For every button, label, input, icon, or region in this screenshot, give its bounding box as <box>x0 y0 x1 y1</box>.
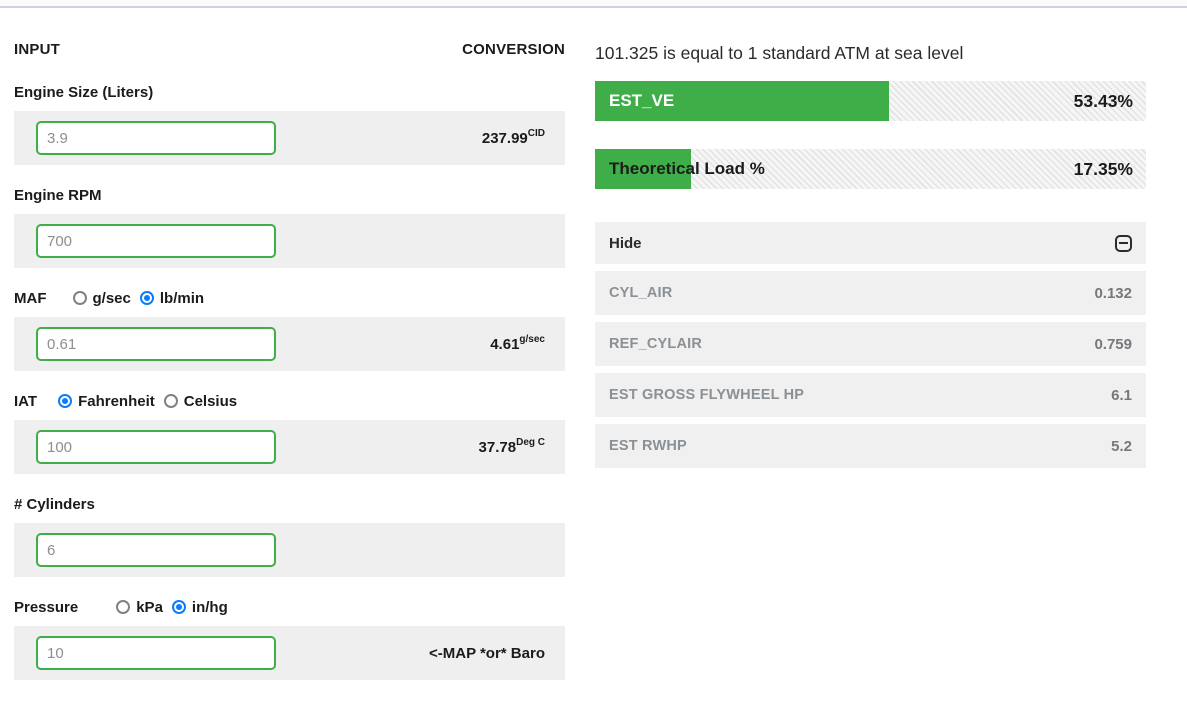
collapse-minus-icon[interactable] <box>1115 234 1132 252</box>
maf-conversion: 4.61g/sec <box>490 334 545 353</box>
cylinders-label: # Cylinders <box>14 495 95 513</box>
iat-label: IAT <box>14 392 38 410</box>
pressure-conversion-note: <-MAP *or* Baro <box>428 644 545 662</box>
maf-label: MAF <box>14 289 47 307</box>
est-rwhp-label: EST RWHP <box>609 438 687 454</box>
maf-gsec-radio[interactable] <box>72 291 87 305</box>
iat-celsius-radio[interactable] <box>163 394 178 408</box>
maf-lbmin-radio-label[interactable]: lb/min <box>159 289 205 307</box>
engine-size-label: Engine Size (Liters) <box>14 83 154 101</box>
pressure-inhg-radio[interactable] <box>171 600 186 614</box>
iat-row: 37.78Deg C <box>14 420 565 474</box>
field-pressure: Pressure kPa in/hg <-MAP *or* Baro <box>14 599 565 680</box>
iat-celsius-radio-label[interactable]: Celsius <box>183 392 238 410</box>
est-rwhp-value: 5.2 <box>1111 437 1132 455</box>
hide-toggle-row[interactable]: Hide <box>595 222 1146 264</box>
maf-gsec-radio-label[interactable]: g/sec <box>92 289 131 307</box>
pressure-inhg-radio-label[interactable]: in/hg <box>191 598 228 616</box>
engine-rpm-input[interactable] <box>36 224 276 258</box>
iat-fahrenheit-radio[interactable] <box>58 394 73 408</box>
maf-unit-radio-group: g/sec lb/min <box>72 289 214 307</box>
cylinders-input[interactable] <box>36 533 276 567</box>
ref-cylair-value: 0.759 <box>1094 335 1132 353</box>
iat-unit-radio-group: Fahrenheit Celsius <box>58 393 246 410</box>
field-engine-size: Engine Size (Liters) 237.99CID <box>14 84 565 165</box>
est-ve-bar-label: EST_VE <box>609 91 675 110</box>
est-ve-progress-bar: EST_VE 53.43% <box>595 81 1146 121</box>
calculator-page: INPUT CONVERSION Engine Size (Liters) 23… <box>0 8 1187 702</box>
results-panel: 101.325 is equal to 1 standard ATM at se… <box>595 8 1146 702</box>
engine-size-conversion: 237.99CID <box>481 128 545 147</box>
engine-rpm-row <box>14 214 565 268</box>
field-maf: MAF g/sec lb/min 4.61g/sec <box>14 290 565 371</box>
field-cylinders: # Cylinders <box>14 496 565 577</box>
input-header: INPUT <box>14 41 60 58</box>
table-row: REF_CYLAIR 0.759 <box>595 322 1146 366</box>
iat-input[interactable] <box>36 430 276 464</box>
theoretical-load-bar-fill <box>595 149 691 189</box>
column-headers: INPUT CONVERSION <box>14 41 565 58</box>
table-row: EST RWHP 5.2 <box>595 424 1146 468</box>
cyl-air-value: 0.132 <box>1094 284 1132 302</box>
hide-label: Hide <box>609 234 642 252</box>
iat-conversion: 37.78Deg C <box>478 437 545 456</box>
engine-size-row: 237.99CID <box>14 111 565 165</box>
conversion-header: CONVERSION <box>462 41 565 58</box>
cylinders-row <box>14 523 565 577</box>
field-engine-rpm: Engine RPM <box>14 187 565 268</box>
ref-cylair-label: REF_CYLAIR <box>609 336 703 352</box>
pressure-kpa-radio-label[interactable]: kPa <box>136 598 163 616</box>
pressure-label: Pressure <box>14 598 79 616</box>
iat-fahrenheit-radio-label[interactable]: Fahrenheit <box>78 392 155 410</box>
est-ve-bar-value: 53.43% <box>1073 91 1133 111</box>
engine-rpm-label: Engine RPM <box>14 186 102 204</box>
theoretical-load-progress-bar: Theoretical Load % 17.35% <box>595 149 1146 189</box>
cyl-air-label: CYL_AIR <box>609 285 673 301</box>
pressure-unit-radio-group: kPa in/hg <box>116 599 237 616</box>
pressure-row: <-MAP *or* Baro <box>14 626 565 680</box>
field-iat: IAT Fahrenheit Celsius 37.78Deg C <box>14 393 565 474</box>
pressure-input[interactable] <box>36 636 276 670</box>
table-row: CYL_AIR 0.132 <box>595 271 1146 315</box>
est-gross-flywheel-hp-value: 6.1 <box>1111 386 1132 404</box>
page-top-border <box>0 0 1187 8</box>
engine-size-input[interactable] <box>36 121 276 155</box>
results-table: Hide CYL_AIR 0.132 REF_CYLAIR 0.759 EST … <box>595 222 1146 468</box>
est-ve-bar-fill <box>595 81 890 121</box>
pressure-kpa-radio[interactable] <box>116 600 131 614</box>
maf-input[interactable] <box>36 327 276 361</box>
theoretical-load-bar-value: 17.35% <box>1073 159 1133 179</box>
atm-note: 101.325 is equal to 1 standard ATM at se… <box>595 43 964 63</box>
input-panel: INPUT CONVERSION Engine Size (Liters) 23… <box>14 8 565 702</box>
theoretical-load-bar-label: Theoretical Load % <box>609 159 765 178</box>
table-row: EST GROSS FLYWHEEL HP 6.1 <box>595 373 1146 417</box>
maf-lbmin-radio[interactable] <box>139 291 154 305</box>
est-gross-flywheel-hp-label: EST GROSS FLYWHEEL HP <box>609 387 805 403</box>
maf-row: 4.61g/sec <box>14 317 565 371</box>
